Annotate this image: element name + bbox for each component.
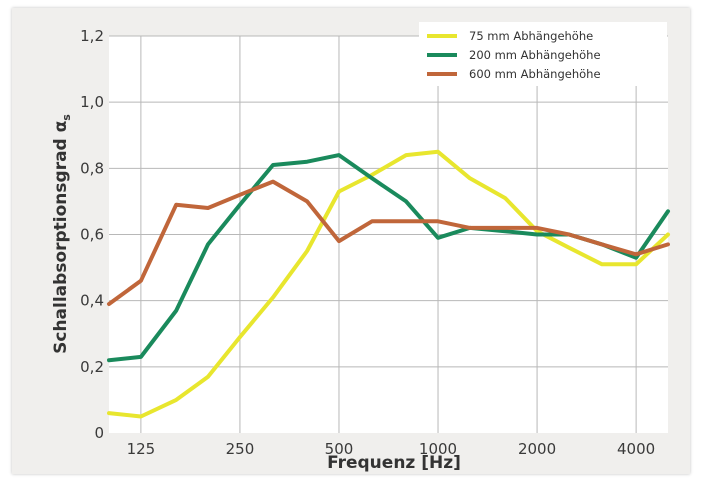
y-axis-title: Schallabsorptionsgrad αs [51, 114, 73, 354]
legend-label: 200 mm Abhängehöhe [469, 48, 601, 62]
chart-card: 0 0,2 0,4 0,6 0,8 1,0 1,2 125 250 500 1000 2000 400… [12, 8, 690, 474]
x-tick-label: 125 [127, 440, 156, 458]
y-axis-title-main: Schallabsorptionsgrad α [51, 121, 71, 354]
y-axis-title-subscript: s [60, 114, 73, 121]
legend-label: 600 mm Abhängehöhe [469, 67, 601, 81]
y-tick-label: 1,2 [80, 27, 104, 45]
y-tick-label: 0,4 [80, 292, 104, 310]
y-tick-label: 0,6 [80, 226, 104, 244]
legend-label: 75 mm Abhängehöhe [469, 29, 593, 43]
series-line-1 [107, 149, 670, 419]
x-tick-label: 2000 [518, 440, 556, 458]
series-lines [107, 149, 670, 419]
x-tick-label: 500 [325, 440, 354, 458]
y-tick-label: 0,8 [80, 159, 104, 177]
y-tick-label: 1,0 [80, 93, 104, 111]
x-tick-label: 1000 [419, 440, 457, 458]
y-tick-label: 0 [94, 424, 104, 442]
legend: 75 mm Abhängehöhe 200 mm Abhängehöhe 600 m… [419, 22, 667, 86]
legend-box [419, 22, 667, 86]
y-tick-labels: 0 0,2 0,4 0,6 0,8 1,0 1,2 [80, 27, 104, 442]
series-line-3 [107, 179, 670, 306]
x-tick-label: 250 [226, 440, 255, 458]
x-tick-labels: 125 250 500 1000 2000 4000 [127, 440, 656, 458]
x-tick-label: 4000 [617, 440, 655, 458]
y-tick-label: 0,2 [80, 358, 104, 376]
x-axis-title: Frequenz [Hz] [327, 453, 461, 473]
line-chart: 0 0,2 0,4 0,6 0,8 1,0 1,2 125 250 500 1000 2000 400… [51, 22, 670, 473]
